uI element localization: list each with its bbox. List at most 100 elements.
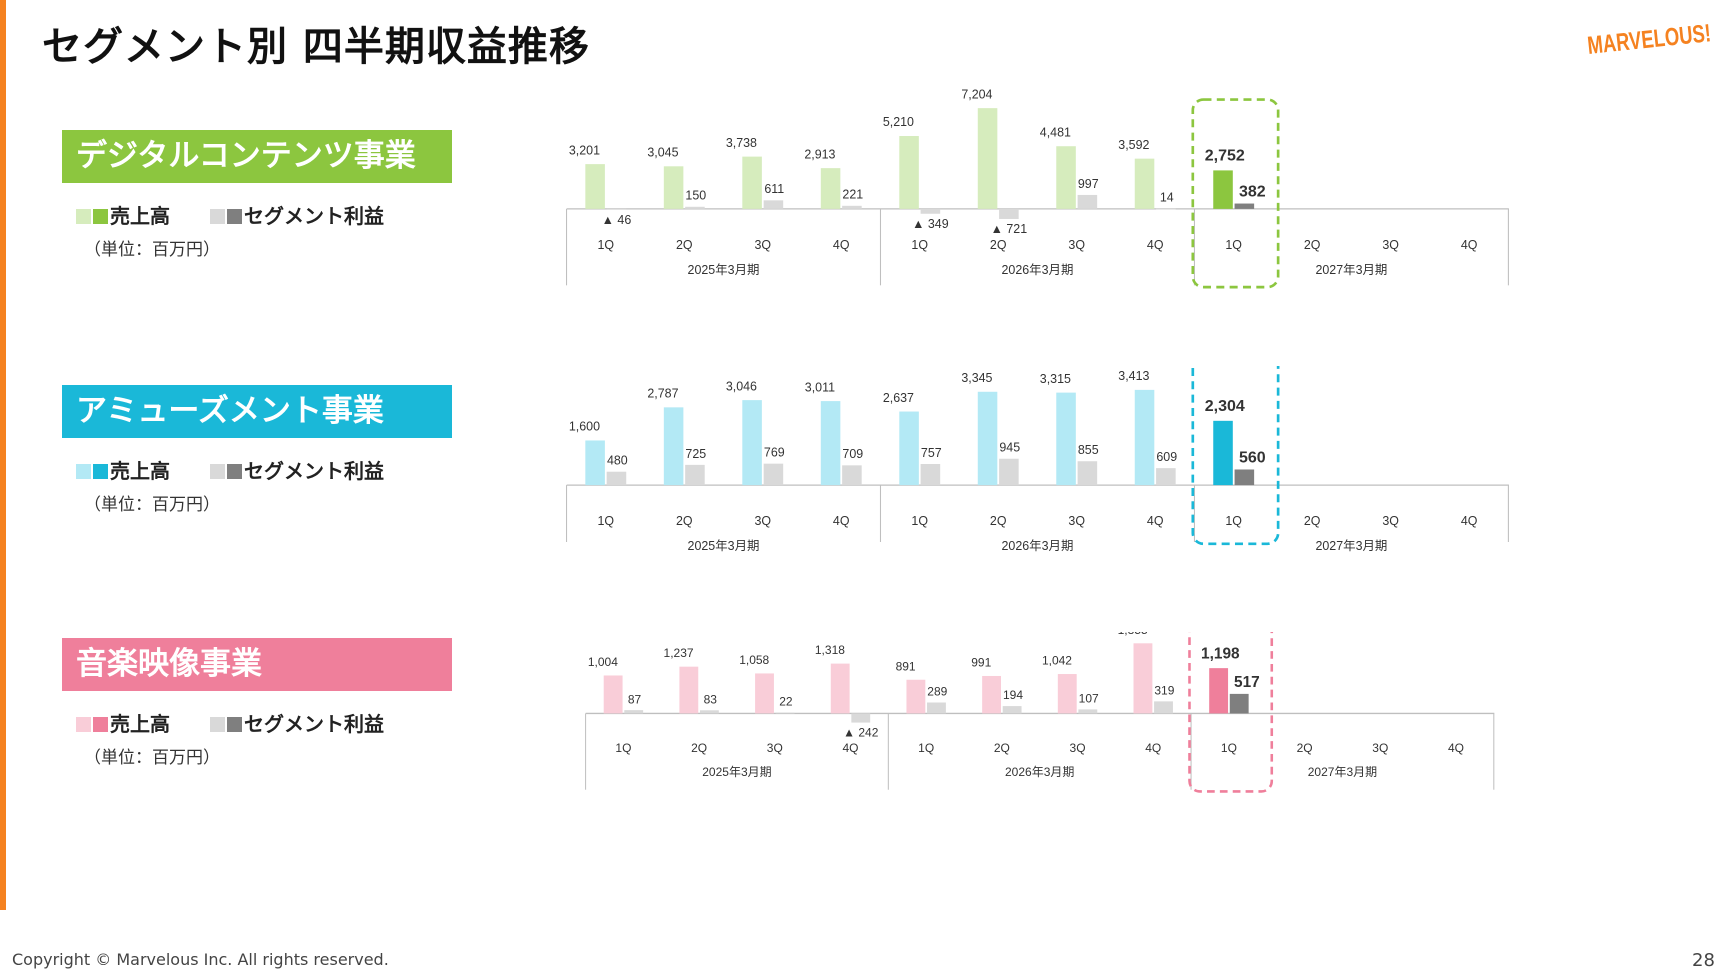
category-tick-label: 2Q [676,514,693,528]
category-tick-label: 2Q [676,238,693,252]
category-tick-label: 3Q [1068,514,1085,528]
sales-value-label: 2,752 [1205,148,1245,165]
sales-bar [603,675,623,714]
category-tick-label: 1Q [597,514,614,528]
segment-label-amusement: アミューズメント事業 [62,385,452,438]
category-tick-label: 2Q [1304,514,1321,528]
sales-bar [820,401,841,486]
sales-bar [899,411,919,486]
profit-bar [1002,706,1022,714]
profit-value-label: 725 [685,447,706,461]
profit-value-label: 87 [628,692,642,706]
category-tick-label: 3Q [1382,238,1399,252]
category-tick-label: 1Q [911,238,928,252]
profit-bar [1229,693,1249,714]
profit-bar [606,208,627,210]
profit-value-label: 221 [842,188,863,202]
profit-value-label: 480 [607,454,628,468]
profit-value-label: 382 [1239,183,1266,200]
segment-label-music-video: 音楽映像事業 [62,638,452,691]
profit-value-label: 611 [764,182,784,196]
legend-swatch-profit-light [210,717,225,732]
fiscal-year-label: 2027年3月期 [1315,263,1387,277]
sales-value-label: 2,304 [1205,398,1245,415]
legend-digital: 売上高 セグメント利益 [76,200,384,229]
sales-bar [1056,392,1076,486]
category-tick-label: 3Q [1382,514,1399,528]
profit-value-label: 22 [779,695,793,709]
profit-value-label: 194 [1003,688,1023,702]
sales-value-label: 1,600 [569,420,600,434]
sales-value-label: 5,210 [883,115,914,129]
profit-bar [1077,194,1098,209]
category-tick-label: 3Q [767,741,783,755]
legend-amusement: 売上高 セグメント利益 [76,455,384,484]
sales-bar [1213,170,1233,209]
legend-swatch-profit-dark [227,464,242,479]
category-tick-label: 1Q [615,741,631,755]
sales-value-label: 7,204 [961,88,992,101]
sales-bar [906,679,926,714]
fiscal-year-label: 2025年3月期 [688,263,760,277]
profit-bar [1077,461,1098,486]
profit-value-label: 997 [1078,177,1099,191]
profit-bar [606,471,627,486]
sales-value-label: 3,045 [647,146,678,160]
fiscal-year-label: 2025年3月期 [702,765,771,779]
sales-value-label: 1,198 [1201,646,1240,663]
legend-swatch-sales-light [76,464,91,479]
sales-value-label: 3,413 [1118,369,1149,383]
highlight-frame [1191,366,1280,546]
page-title: セグメント別 四半期収益推移 [42,24,590,70]
category-tick-label: 1Q [918,741,934,755]
category-tick-label: 4Q [1461,238,1478,252]
profit-value-label: 517 [1234,674,1260,691]
category-tick-label: 3Q [1068,238,1085,252]
sales-value-label: 3,592 [1118,138,1149,152]
profit-bar [775,712,795,714]
profit-bar [999,208,1019,219]
category-tick-label: 1Q [1225,238,1242,252]
profit-bar [1078,709,1098,714]
profit-bar [1234,469,1255,486]
legend-profit-label: セグメント利益 [244,459,384,483]
profit-bar [685,464,705,486]
sales-value-label: 3,201 [569,143,600,157]
sales-value-label: 3,011 [805,380,835,394]
profit-value-label: 107 [1079,692,1099,706]
copyright-footer: Copyright © Marvelous Inc. All rights re… [12,950,389,969]
marvelous-logo: MARVELOUS! [1586,19,1712,60]
profit-bar [1156,468,1176,486]
legend-swatch-profit-dark [227,209,242,224]
logo-text: MARVELOUS! [1586,19,1712,60]
profit-value-label: 609 [1156,450,1177,464]
unit-note-music-video: （単位：百万円） [84,748,220,768]
profit-bar [1154,701,1173,714]
profit-value-label: 855 [1078,443,1099,457]
profit-bar [1156,208,1176,210]
legend-music-video: 売上高 セグメント利益 [76,708,384,737]
sales-bar [1134,389,1155,486]
sales-value-label: 991 [971,656,991,670]
legend-sales-label: 売上高 [110,712,170,736]
profit-value-label: ▲ 721 [991,222,1028,236]
sales-bar [982,675,1001,714]
fiscal-year-label: 2026年3月期 [1002,263,1074,277]
category-tick-label: 4Q [833,514,850,528]
category-tick-label: 1Q [1221,741,1237,755]
category-tick-label: 2Q [990,238,1007,252]
sales-value-label: 3,046 [726,379,757,393]
chart-amusement: 1,600 480 1Q 2,787 725 2Q 3,046 769 3Q 3,011 709 4Q… [566,366,1509,553]
category-tick-label: 4Q [1147,514,1164,528]
legend-profit-label: セグメント利益 [244,712,384,736]
profit-bar [842,465,862,486]
legend-swatch-sales-light [76,717,91,732]
profit-bar [851,713,871,723]
category-tick-label: 4Q [1448,741,1464,755]
legend-swatch-sales-dark [93,209,108,224]
sales-value-label: 3,345 [961,371,992,385]
chart-digital: 3,201 ▲ 46 1Q 3,045 150 2Q 3,738 611 3Q 2,913 221 4… [566,88,1509,289]
sales-value-label: 2,787 [647,387,678,401]
profit-bar [624,710,644,714]
profit-value-label: ▲ 242 [843,725,879,739]
